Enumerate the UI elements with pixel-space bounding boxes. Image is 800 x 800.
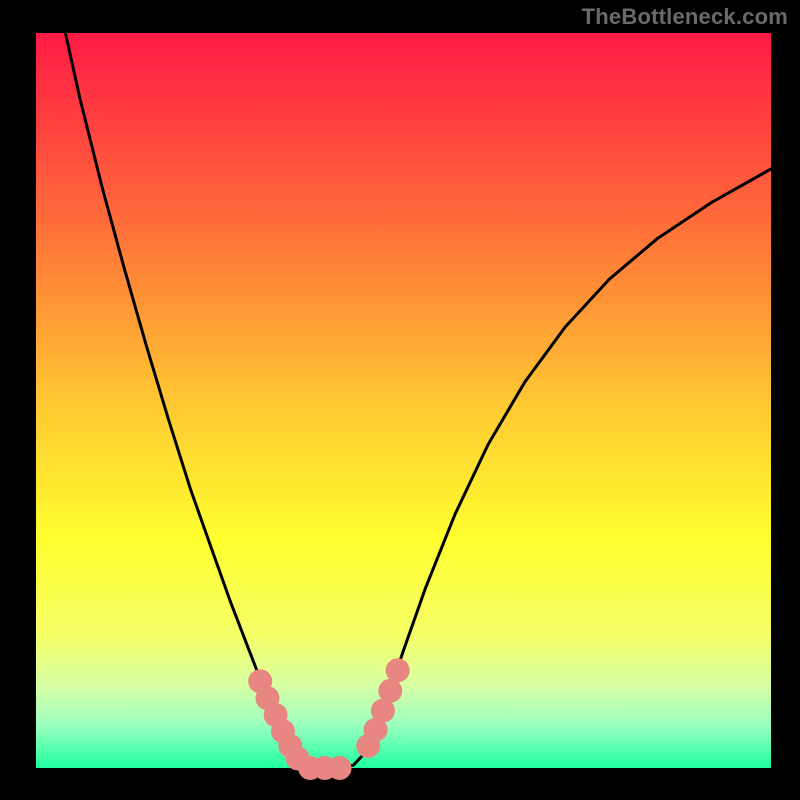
curve-markers xyxy=(248,658,409,780)
curve-marker-dot xyxy=(378,679,402,703)
bottleneck-curve-line xyxy=(65,33,771,768)
bottleneck-curve-svg xyxy=(36,33,771,768)
curve-marker-dot xyxy=(328,756,352,780)
watermark: TheBottleneck.com xyxy=(582,4,788,30)
curve-marker-dot xyxy=(386,658,410,682)
chart-plot-area xyxy=(36,33,771,768)
